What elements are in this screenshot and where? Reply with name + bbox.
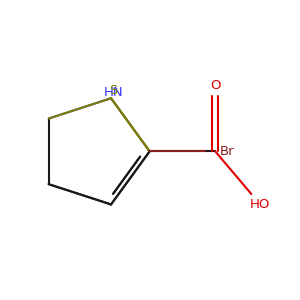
Text: HO: HO <box>250 197 270 211</box>
Text: O: O <box>210 79 220 92</box>
Text: HN: HN <box>103 85 123 98</box>
Text: Br: Br <box>220 145 235 158</box>
Text: S: S <box>109 84 118 97</box>
